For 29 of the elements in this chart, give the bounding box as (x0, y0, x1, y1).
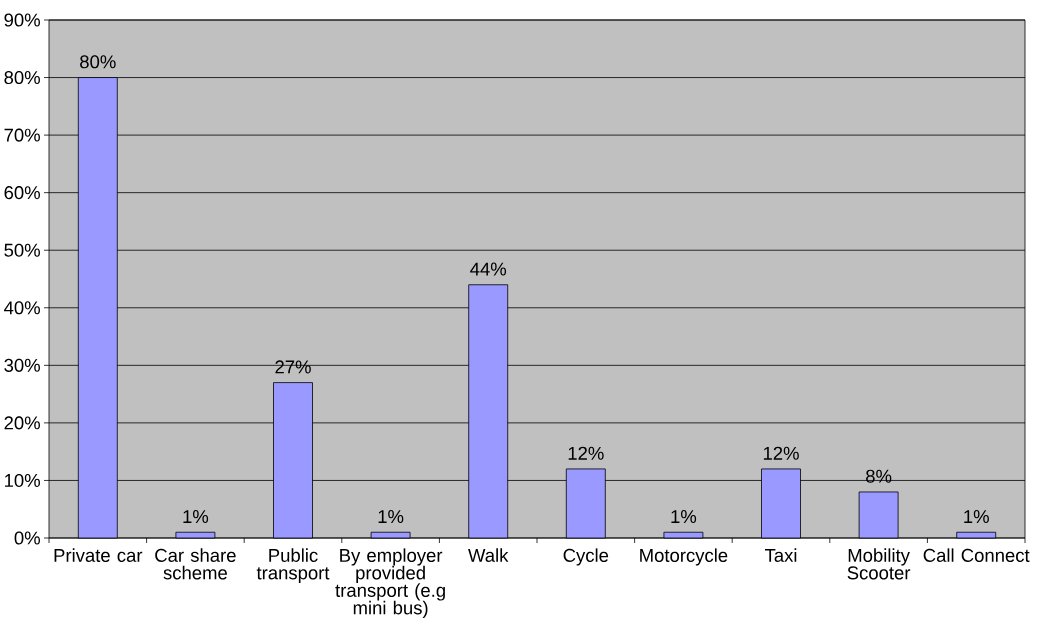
x-tick-label: Walk (468, 548, 509, 562)
y-tick-label: 40% (4, 301, 40, 315)
x-tick-label: Motorcycle (640, 548, 728, 566)
y-tick-label: 80% (4, 71, 40, 85)
data-label: 1% (378, 510, 404, 524)
data-label: 80% (80, 55, 116, 69)
y-tick-label: 60% (4, 186, 40, 200)
x-tick-label: Taxi (764, 548, 797, 562)
x-tick-label: Cycle (563, 548, 609, 566)
x-tick-label: Public transport (256, 548, 330, 584)
y-tick-label: 0% (14, 531, 40, 545)
data-label: 44% (470, 262, 507, 276)
data-label: 8% (866, 469, 892, 483)
y-tick-label: 30% (4, 358, 40, 372)
data-label: 12% (763, 446, 799, 460)
y-tick-label: 90% (4, 13, 40, 27)
y-tick-label: 50% (4, 243, 40, 257)
x-tick-label: Mobility Scooter (847, 548, 911, 580)
y-tick-label: 70% (4, 128, 40, 142)
x-tick-label: Private car (54, 548, 143, 562)
x-tick-label: By employer provided transport (e.g mini bus) (335, 548, 445, 619)
data-label: 1% (964, 510, 989, 524)
data-label: 12% (568, 446, 604, 460)
data-label: 1% (183, 510, 209, 524)
y-tick-label: 10% (5, 473, 40, 487)
x-tick-label: Call Connect (923, 548, 1030, 562)
x-tick-label: Car share scheme (155, 548, 236, 580)
y-tick-label: 20% (4, 416, 40, 430)
data-label: 1% (671, 510, 697, 524)
